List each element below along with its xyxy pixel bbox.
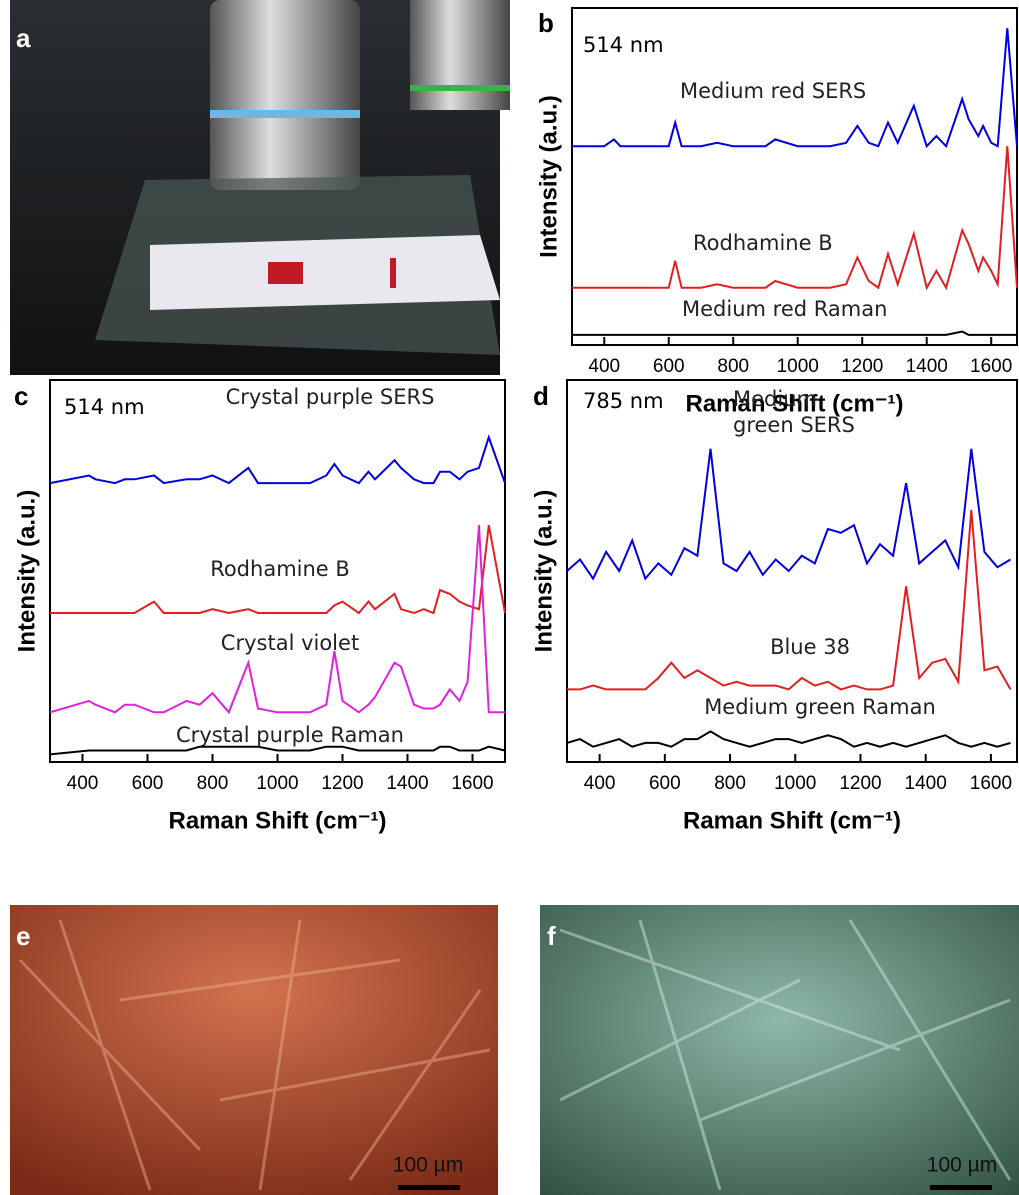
series-label: Medium green SERS bbox=[733, 386, 861, 446]
annotation: 785 nm bbox=[583, 389, 664, 413]
series-label-text: Crystal violet bbox=[160, 630, 420, 656]
series-label: Rodhamine B bbox=[150, 556, 410, 616]
series-label-text: Medium red Raman bbox=[682, 296, 982, 322]
x-tick-label: 1400 bbox=[906, 356, 948, 377]
x-tick-label: 1000 bbox=[777, 356, 819, 377]
panel-label: e bbox=[16, 921, 30, 951]
series-label: Rodhamine B bbox=[693, 230, 893, 290]
x-tick-label: 1600 bbox=[970, 356, 1012, 377]
spectrum bbox=[567, 449, 1011, 579]
x-tick-label: 600 bbox=[649, 773, 681, 794]
spectrum bbox=[50, 437, 505, 483]
figure: a e 100 µm f 100 µm 400 600 800 1000 1200 140… bbox=[0, 0, 1019, 1195]
series-label: Medium red SERS bbox=[680, 78, 940, 138]
annotation: 514 nm bbox=[64, 395, 145, 419]
series-label: Medium red Raman bbox=[682, 296, 982, 356]
x-tick-label: 400 bbox=[584, 773, 616, 794]
x-tick-label: 600 bbox=[653, 356, 685, 377]
photo-f: f 100 µm bbox=[540, 905, 1019, 1195]
series-label-text: Crystal purple Raman bbox=[120, 722, 460, 748]
panel-label: a bbox=[16, 23, 31, 53]
series-label-text: Medium red SERS bbox=[680, 78, 940, 104]
series-label-text: Crystal purple SERS bbox=[170, 384, 490, 410]
x-axis-label: Raman Shift (cm⁻¹) bbox=[168, 807, 386, 834]
series-label-text: Rodhamine B bbox=[693, 230, 893, 256]
scale-bar bbox=[398, 1185, 460, 1190]
x-tick-label: 1200 bbox=[841, 356, 883, 377]
series-label-text: Rodhamine B bbox=[150, 556, 410, 582]
x-tick-label: 1400 bbox=[905, 773, 947, 794]
photo-e: e 100 µm bbox=[10, 905, 498, 1195]
x-tick-label: 1000 bbox=[774, 773, 816, 794]
scale-bar-label: 100 µm bbox=[393, 1154, 463, 1177]
y-axis-label: Intensity (a.u.) bbox=[535, 95, 562, 258]
series-label: Blue 38 bbox=[740, 634, 880, 694]
panel-label: c bbox=[14, 381, 28, 411]
panel-label: f bbox=[547, 921, 556, 951]
x-tick-label: 800 bbox=[717, 356, 749, 377]
plot-frame bbox=[572, 8, 1017, 345]
annotation: 514 nm bbox=[583, 33, 664, 57]
x-axis-label: Raman Shift (cm⁻¹) bbox=[683, 807, 901, 834]
y-axis-label: Intensity (a.u.) bbox=[13, 490, 40, 653]
series-label: Crystal purple SERS bbox=[170, 384, 490, 444]
scale-bar-label: 100 µm bbox=[927, 1154, 997, 1177]
series-label-text: Medium green Raman bbox=[670, 694, 970, 720]
scale-bar bbox=[930, 1185, 992, 1190]
x-tick-label: 1600 bbox=[970, 773, 1012, 794]
x-tick-label: 1200 bbox=[839, 773, 881, 794]
x-tick-label: 800 bbox=[714, 773, 746, 794]
series-label: Medium green Raman bbox=[670, 694, 970, 754]
panel-label: d bbox=[533, 381, 549, 411]
photo-a: a bbox=[10, 0, 510, 375]
x-tick-label: 400 bbox=[67, 773, 99, 794]
x-tick-label: 400 bbox=[588, 356, 620, 377]
y-axis-label: Intensity (a.u.) bbox=[530, 490, 557, 653]
series-label-text: Medium green SERS bbox=[733, 386, 861, 438]
series-label: Crystal violet bbox=[160, 630, 420, 690]
series-label: Crystal purple Raman bbox=[120, 722, 460, 782]
panel-label: b bbox=[538, 8, 554, 38]
series-label-text: Blue 38 bbox=[740, 634, 880, 660]
